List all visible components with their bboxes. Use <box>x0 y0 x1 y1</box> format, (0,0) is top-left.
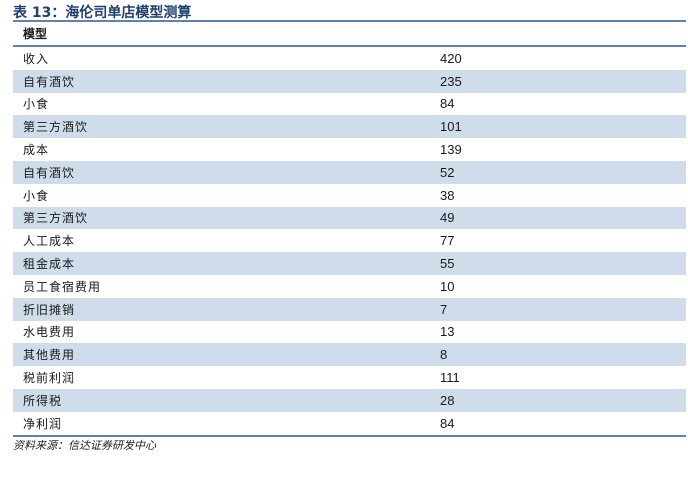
row-value: 38 <box>440 187 455 203</box>
table-row: 成本 139 <box>13 138 686 161</box>
row-label: 水电费用 <box>23 325 76 340</box>
row-value: 7 <box>440 301 448 317</box>
row-label: 税前利润 <box>23 371 76 386</box>
row-value: 55 <box>440 256 455 272</box>
row-label: 收入 <box>23 51 50 66</box>
row-label: 成本 <box>23 143 50 158</box>
row-label: 净利润 <box>23 416 63 431</box>
table-row: 其他费用 8 <box>13 343 686 367</box>
table-header: 模型 <box>13 22 686 47</box>
row-value: 49 <box>440 210 455 226</box>
table-row: 小食 84 <box>13 93 686 116</box>
row-label: 员工食宿费用 <box>23 279 102 294</box>
table-row: 第三方酒饮 101 <box>13 115 686 139</box>
row-value: 101 <box>440 119 462 135</box>
table-body: 收入 420 自有酒饮 235 小食 84 第三方酒饮 101 成本 139 自有酒饮 52 小食 38 第… <box>13 47 686 435</box>
row-label: 小食 <box>23 97 50 112</box>
row-label: 自有酒饮 <box>23 74 76 89</box>
row-label: 其他费用 <box>23 348 76 363</box>
row-value: 13 <box>440 324 455 340</box>
table-row: 税前利润 111 <box>13 366 686 389</box>
row-value: 84 <box>440 96 455 112</box>
table-row: 小食 38 <box>13 184 686 207</box>
row-label: 折旧摊销 <box>23 302 76 317</box>
table-row: 所得税 28 <box>13 388 686 412</box>
row-label: 第三方酒饮 <box>23 120 89 135</box>
row-value: 84 <box>440 415 455 431</box>
row-value: 8 <box>440 347 448 363</box>
row-value: 28 <box>440 392 455 408</box>
row-value: 235 <box>440 73 462 89</box>
row-value: 52 <box>440 164 455 180</box>
table-row: 租金成本 55 <box>13 252 686 275</box>
row-label: 小食 <box>23 188 50 203</box>
table-row: 员工食宿费用 10 <box>13 275 686 298</box>
table-row: 折旧摊销 7 <box>13 297 686 321</box>
table-row: 自有酒饮 52 <box>13 160 686 184</box>
table-row: 净利润 84 <box>13 412 686 435</box>
table-row: 第三方酒饮 49 <box>13 206 686 230</box>
table-row: 水电费用 13 <box>13 321 686 344</box>
model-table: 模型 收入 420 自有酒饮 235 小食 84 第三方酒饮 101 成本 139 自有酒饮 52 小食… <box>13 20 686 437</box>
row-label: 自有酒饮 <box>23 165 76 180</box>
row-value: 77 <box>440 233 455 249</box>
table-title: 表 13：海伦司单店模型测算 <box>13 5 192 21</box>
row-value: 139 <box>440 142 462 158</box>
row-value: 10 <box>440 278 455 294</box>
row-label: 租金成本 <box>23 257 76 272</box>
table-row: 收入 420 <box>13 47 686 70</box>
row-value: 111 <box>440 370 460 386</box>
row-label: 所得税 <box>23 393 63 408</box>
row-label: 人工成本 <box>23 234 76 249</box>
table-row: 人工成本 77 <box>13 229 686 252</box>
table-row: 自有酒饮 235 <box>13 69 686 93</box>
source-note: 资料来源：信达证券研发中心 <box>13 439 156 452</box>
row-value: 420 <box>440 50 462 66</box>
row-label: 第三方酒饮 <box>23 211 89 226</box>
